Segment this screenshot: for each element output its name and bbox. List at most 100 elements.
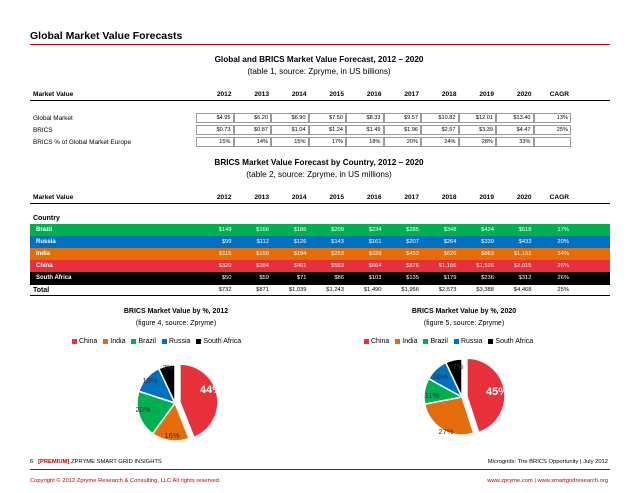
table-cell: $3.39 xyxy=(458,125,496,135)
table-cell: $0.87 xyxy=(233,125,271,135)
table-cell: 20% xyxy=(557,239,569,245)
pie-label: 13% xyxy=(142,376,157,385)
table-cell: $112 xyxy=(256,239,269,245)
table-cell: $1,243 xyxy=(326,287,344,293)
legend-swatch xyxy=(131,339,137,344)
table-cell: $186 xyxy=(293,227,307,233)
legend-label: China xyxy=(371,338,390,345)
chart1-subtitle: (figure 4, source: Zpryme) xyxy=(135,320,217,327)
legend-item: Russia xyxy=(162,338,190,345)
table-cell: 2020 xyxy=(516,194,532,201)
table-cell: 2013 xyxy=(254,91,269,98)
pie-slice-india xyxy=(151,401,190,442)
legend-swatch xyxy=(196,339,202,344)
brand-name: ZPRYME SMART GRID INSIGHTS xyxy=(70,459,162,465)
table-cell: 2012 xyxy=(216,91,232,98)
country-row-india: India $115 $150 $194 $253 $328 $453 $626 $863 $1,… xyxy=(30,248,610,260)
legend-label: Russia xyxy=(169,338,191,345)
table-cell: $453 xyxy=(406,251,419,257)
table-cell: $863 xyxy=(481,251,494,257)
chart2-title: BRICS Market Value by %, 2020 xyxy=(411,308,517,315)
table-cell: $2,573 xyxy=(438,287,457,293)
table-cell: 26% xyxy=(557,275,569,281)
pie-label: 20% xyxy=(135,405,150,414)
table-cell: $126 xyxy=(293,239,307,245)
table-cell: 2017 xyxy=(404,194,419,201)
table2-total-row: Total $732 $871 $1,039 $1,243 $1,490 $1,956 $2,… xyxy=(30,284,610,296)
table-cell: $150 xyxy=(256,251,269,257)
row-label: Total xyxy=(33,286,50,294)
table-cell: $135 xyxy=(406,275,419,281)
table-cell: 2012 xyxy=(216,194,232,201)
table-cell: $8.33 xyxy=(346,113,384,123)
table-cell: $7.50 xyxy=(308,113,346,123)
table-cell: $339 xyxy=(481,239,494,245)
table-cell: $253 xyxy=(331,251,344,257)
table-cell: $4.47 xyxy=(496,125,534,135)
legend-item: Brazil xyxy=(423,338,448,345)
table-cell: $236 xyxy=(481,275,494,281)
table-cell: $348 xyxy=(443,227,457,233)
report-title: Microgrids: The BRICS Opportunity | July… xyxy=(487,459,608,465)
table-cell: 34% xyxy=(557,251,569,257)
table-cell: 2020 xyxy=(516,91,532,98)
table-cell: $664 xyxy=(368,263,382,269)
table-cell: $2,015 xyxy=(513,263,532,269)
table-cell: 28% xyxy=(458,137,496,147)
table-cell: $161 xyxy=(368,239,382,245)
table-cell: $320 xyxy=(218,263,232,269)
legend-label: Brazil xyxy=(430,338,448,345)
table-cell: $6.20 xyxy=(233,113,271,123)
legend-item: Russia xyxy=(454,338,482,345)
table-cell: $1.24 xyxy=(308,125,346,135)
table-cell: 2019 xyxy=(479,91,494,98)
legend-swatch xyxy=(162,339,167,344)
table-cell: $424 xyxy=(481,227,494,233)
table-cell: $166 xyxy=(256,227,269,233)
table-cell: $194 xyxy=(293,251,307,257)
table-cell: $461 xyxy=(293,263,307,269)
table-cell: CAGR xyxy=(549,91,569,98)
chart2-legend: China India Brazil Russia South Africa xyxy=(364,338,533,345)
table-cell: $4,468 xyxy=(513,287,532,293)
legend-item: China xyxy=(72,338,97,345)
chart2-subtitle: (figure 5, source: Zpryme) xyxy=(423,320,505,327)
table-cell: $264 xyxy=(443,239,457,245)
premium-tag: [PREMIUM] xyxy=(38,459,70,465)
pie-slice-south-africa xyxy=(157,364,176,404)
row-label: India xyxy=(36,251,51,257)
legend-label: India xyxy=(110,338,126,345)
pie-slice-china xyxy=(179,363,219,439)
legend-item: Brazil xyxy=(131,338,156,345)
pie-label: 44% xyxy=(200,384,222,396)
table-cell: $1,490 xyxy=(363,287,382,293)
table-cell: $2.57 xyxy=(421,125,459,135)
country-heading: Country xyxy=(30,212,610,224)
table-cell: $1,526 xyxy=(476,263,494,269)
pie-slice-russia xyxy=(427,361,464,399)
country-row-china: China $320 $384 $461 $553 $664 $876 $1,156 $1,52… xyxy=(30,260,610,272)
table-cell: 33% xyxy=(496,137,534,147)
country-row-brazil: Brazil $149 $166 $186 $209 $234 $285 $348 $424 $5… xyxy=(30,224,610,236)
row-label: South Africa xyxy=(36,275,72,281)
chart1-legend: China India Brazil Russia South Africa xyxy=(72,338,241,345)
website-links[interactable]: www.zpryme.com | www.smartgridresearch.o… xyxy=(487,478,608,484)
legend-label: India xyxy=(402,338,418,345)
table-cell: 17% xyxy=(308,137,346,147)
row-label: China xyxy=(36,263,53,269)
legend-label: China xyxy=(79,338,98,345)
legend-label: Brazil xyxy=(138,338,156,345)
footer-divider xyxy=(30,469,610,470)
table-cell: 2014 xyxy=(291,194,307,201)
table-cell: $518 xyxy=(518,227,532,233)
row-label: Market Value xyxy=(33,194,74,201)
table-cell: 2015 xyxy=(329,91,344,98)
table-cell: $328 xyxy=(368,251,382,257)
table-cell: 2013 xyxy=(254,194,269,201)
table-cell: $553 xyxy=(331,263,344,269)
table-cell: $13.40 xyxy=(496,113,534,123)
section-divider xyxy=(30,44,610,45)
legend-label: South Africa xyxy=(495,338,534,345)
table-cell: $1.49 xyxy=(346,125,384,135)
table-cell: 26% xyxy=(557,263,569,269)
